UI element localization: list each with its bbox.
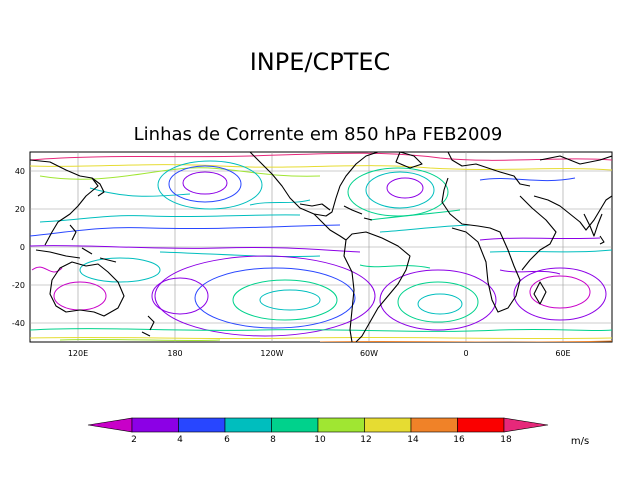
coast-east-asia: [30, 159, 99, 246]
streamline: [30, 336, 612, 340]
streamline: [151, 277, 209, 315]
colorbar-segment: [271, 417, 319, 433]
colorbar-segment: [317, 417, 365, 433]
coast-europe: [447, 152, 531, 187]
colorbar-segment: [131, 417, 179, 433]
org-title: INPE/CPTEC: [250, 48, 391, 76]
colorbar-label: 4: [177, 435, 183, 445]
colorbar-label: 10: [314, 435, 326, 445]
streamline: [30, 328, 612, 332]
streamline: [369, 209, 461, 221]
streamline: [59, 338, 221, 342]
colorbar-segment: [364, 417, 412, 433]
streamline: [30, 245, 361, 253]
colorbar-label: 12: [360, 435, 371, 445]
streamline: [39, 214, 301, 223]
streamline: [259, 289, 321, 311]
lat-tick-label: 0: [20, 243, 25, 252]
streamline: [154, 255, 376, 337]
streamline: [499, 269, 561, 275]
streamline: [513, 267, 607, 321]
streamline: [89, 187, 191, 197]
streamline: [79, 257, 161, 283]
coast-australia: [49, 261, 125, 317]
streamline: [379, 224, 471, 233]
coast-japan: [91, 177, 105, 197]
streamline: [347, 167, 449, 217]
coast-gulf: [299, 203, 331, 211]
lon-tick-label: 0: [463, 349, 468, 358]
coast-islands: [35, 224, 117, 263]
streamline: [529, 275, 591, 309]
streamline: [386, 177, 424, 199]
streamline: [182, 171, 228, 195]
streamline: [417, 293, 463, 315]
lat-axis: 40 20 0 -20 -40: [12, 167, 25, 328]
coast-africa: [441, 177, 521, 313]
streamline: [365, 171, 435, 209]
lat-tick-label: 20: [15, 205, 25, 214]
coast-south-america: [343, 231, 411, 342]
lon-tick-label: 60W: [360, 349, 378, 358]
colorbar-units: m/s: [571, 436, 589, 447]
colorbar-segment: [224, 417, 272, 433]
streamline: [30, 152, 612, 161]
colorbar-label: 14: [407, 435, 419, 445]
streamline: [479, 177, 576, 182]
streamline: [30, 164, 612, 171]
map-title: Linhas de Corrente em 850 hPa FEB2009: [134, 124, 503, 145]
streamline: [397, 281, 479, 323]
colorbar: [87, 417, 549, 433]
coast-caribbean: [343, 205, 373, 221]
colorbar-segment-min-arrow: [87, 417, 133, 433]
streamline: [30, 224, 341, 237]
coast-arabia: [533, 195, 612, 231]
streamline: [249, 199, 311, 206]
streamline: [232, 279, 338, 321]
lon-tick-label: 120W: [260, 349, 283, 358]
streamline: [168, 165, 242, 203]
lon-tick-label: 120E: [68, 349, 88, 358]
streamline: [489, 249, 612, 253]
streamline: [159, 251, 321, 258]
coast-greenland: [395, 152, 423, 169]
colorbar-label: 6: [224, 435, 230, 445]
coast-central-america: [313, 213, 347, 241]
coast-madagascar: [533, 281, 547, 305]
streamline: [479, 237, 601, 241]
coast-asia-north: [539, 155, 612, 165]
colorbar-label: 8: [270, 435, 276, 445]
colorbar-segment: [457, 417, 505, 433]
lat-tick-label: 40: [15, 167, 25, 176]
colorbar-segment: [410, 417, 458, 433]
map-panel: [29, 151, 613, 343]
coastlines: [30, 152, 612, 342]
coast-north-america: [249, 152, 379, 217]
streamline: [194, 267, 356, 329]
lon-tick-label: 60E: [555, 349, 570, 358]
colorbar-segment-max-arrow: [503, 417, 549, 433]
lat-tick-label: -20: [12, 281, 25, 290]
coast-india: [583, 213, 603, 237]
streamline: [379, 269, 497, 331]
lat-tick-label: -40: [12, 319, 25, 328]
colorbar-label: 18: [500, 435, 512, 445]
colorbar-label: 16: [453, 435, 465, 445]
streamline: [359, 264, 431, 269]
colorbar-segment: [178, 417, 226, 433]
coast-red-sea: [519, 195, 557, 271]
coast-new-zealand: [141, 315, 155, 337]
coast-sri-lanka: [599, 235, 605, 245]
colorbar-labels: 2 4 6 8 10 12 14 16 18: [131, 435, 512, 445]
streamline: [157, 160, 263, 210]
lon-tick-label: 180: [167, 349, 182, 358]
lon-axis: 120E 180 120W 60W 0 60E: [68, 349, 571, 358]
colorbar-label: 2: [131, 435, 137, 445]
